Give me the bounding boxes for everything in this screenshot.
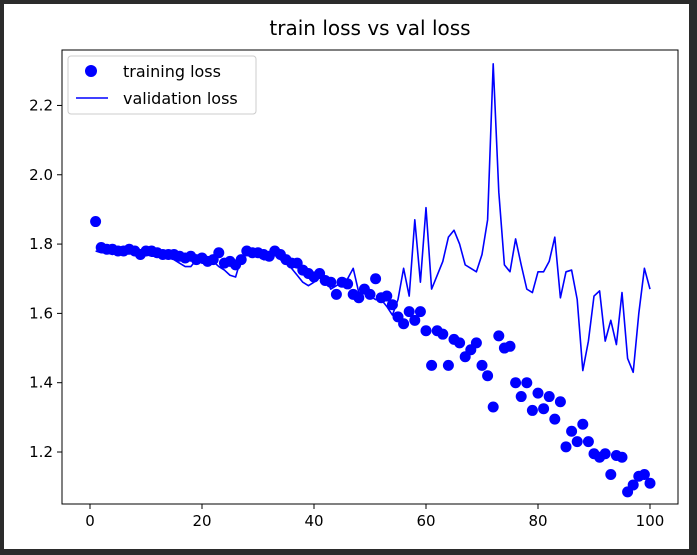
legend-label-training-loss: training loss <box>123 62 221 81</box>
legend-marker-training-loss <box>85 65 97 77</box>
training-loss-point <box>213 247 225 259</box>
y-tick-label: 1.8 <box>29 235 53 253</box>
training-loss-point <box>515 391 527 403</box>
training-loss-point <box>493 330 505 342</box>
figure-canvas: train loss vs val loss 0 20 40 60 80 100 1.2 1.… <box>4 4 689 549</box>
y-tick-label: 1.6 <box>29 304 53 322</box>
x-tick-label: 0 <box>85 512 95 530</box>
legend-label-validation-loss: validation loss <box>123 89 238 108</box>
training-loss-point <box>420 325 432 337</box>
y-tick-label: 2.0 <box>29 166 53 184</box>
training-loss-point <box>90 216 102 228</box>
x-tick-label: 100 <box>636 512 665 530</box>
legend: training loss validation loss <box>67 55 257 115</box>
training-loss-point <box>437 328 449 340</box>
training-loss-point <box>560 441 572 453</box>
training-loss-point <box>605 469 617 481</box>
training-loss-point <box>426 359 438 371</box>
training-loss-point <box>325 276 337 288</box>
x-tick-label: 80 <box>528 512 547 530</box>
training-loss-point <box>476 359 488 371</box>
training-loss-point <box>414 306 426 318</box>
training-loss-point <box>554 396 566 408</box>
training-loss-point <box>566 425 578 437</box>
training-loss-point <box>409 314 421 326</box>
training-loss-point <box>549 413 561 425</box>
training-loss-point <box>442 359 454 371</box>
training-loss-series <box>90 216 656 498</box>
training-loss-point <box>538 403 550 415</box>
training-loss-point <box>599 448 611 460</box>
plot-area-frame <box>61 49 679 505</box>
y-tick-label: 2.2 <box>29 96 53 114</box>
training-loss-point <box>510 377 522 389</box>
training-loss-point <box>616 451 628 463</box>
training-loss-point <box>571 436 583 448</box>
training-loss-point <box>381 290 393 302</box>
training-loss-point <box>627 479 639 491</box>
training-loss-point <box>235 254 247 266</box>
training-loss-point <box>521 377 533 389</box>
y-tick-label: 1.4 <box>29 374 53 392</box>
x-tick-label: 60 <box>416 512 435 530</box>
chart-title: train loss vs val loss <box>269 16 470 40</box>
training-loss-point <box>487 401 499 413</box>
training-loss-point <box>470 337 482 349</box>
training-loss-point <box>644 477 656 489</box>
chart-svg: train loss vs val loss 0 20 40 60 80 100 1.2 1.… <box>29 16 679 530</box>
axis-ticks-group: 0 20 40 60 80 100 1.2 1.4 1.6 1.8 2.0 2.2 <box>29 96 664 530</box>
training-loss-point <box>454 337 466 349</box>
training-loss-point <box>398 318 410 330</box>
legend-box <box>67 55 257 115</box>
x-tick-label: 20 <box>192 512 211 530</box>
training-loss-point <box>504 340 516 352</box>
training-loss-point <box>532 387 544 399</box>
training-loss-point <box>526 404 538 416</box>
training-loss-point <box>638 469 650 481</box>
training-loss-point <box>482 370 494 382</box>
training-loss-point <box>364 288 376 300</box>
training-loss-point <box>342 278 354 290</box>
training-loss-point <box>543 391 555 403</box>
training-loss-point <box>577 418 589 430</box>
training-loss-point <box>403 306 415 318</box>
x-tick-label: 40 <box>304 512 323 530</box>
training-loss-point <box>370 273 382 285</box>
training-loss-point <box>386 299 398 311</box>
training-loss-point <box>330 288 342 300</box>
training-loss-point <box>353 292 365 304</box>
y-tick-label: 1.2 <box>29 443 53 461</box>
training-loss-point <box>582 436 594 448</box>
